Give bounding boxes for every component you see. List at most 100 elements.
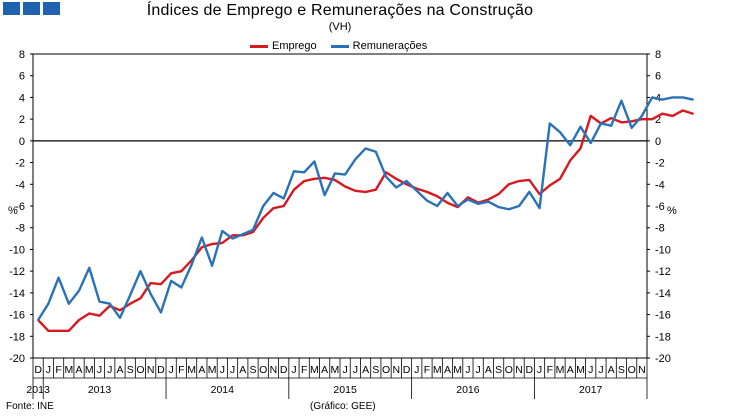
data-point-emprego [354, 189, 357, 192]
data-point-emprego [231, 234, 234, 237]
data-point-remuneracoes [426, 199, 428, 202]
month-label: M [453, 364, 462, 376]
data-point-emprego [569, 159, 572, 162]
month-label: J [537, 364, 542, 376]
month-label: S [250, 364, 257, 376]
data-point-remuneracoes [610, 124, 613, 127]
data-point-remuneracoes [323, 194, 326, 197]
data-point-remuneracoes [272, 192, 275, 194]
data-point-emprego [262, 217, 265, 219]
data-point-remuneracoes [47, 302, 50, 305]
data-point-emprego [671, 114, 674, 117]
data-point-emprego [303, 180, 306, 182]
data-point-emprego [426, 190, 428, 193]
data-point-emprego [98, 314, 101, 317]
month-label: M [187, 364, 196, 376]
data-point-emprego [681, 109, 684, 112]
y-tick-label-right: 0 [655, 136, 661, 148]
month-label: M [331, 364, 340, 376]
y-tick-label-left: -2 [15, 158, 25, 170]
month-label: M [576, 364, 585, 376]
legend-item-remuneracoes: Remunerações [330, 40, 428, 52]
data-point-remuneracoes [252, 228, 254, 231]
data-point-remuneracoes [395, 186, 398, 189]
month-label: A [76, 364, 83, 376]
data-point-emprego [200, 246, 203, 249]
year-label: 2013 [88, 384, 112, 396]
series-line-emprego [37, 109, 694, 333]
data-point-emprego [436, 195, 439, 198]
data-point-emprego [374, 188, 377, 191]
y-axis-label-right: % [667, 205, 677, 217]
month-label: S [372, 364, 379, 376]
data-point-emprego [252, 231, 254, 233]
data-point-remuneracoes [37, 319, 40, 321]
month-label: J [169, 364, 174, 376]
month-label: J [476, 364, 481, 376]
month-label: J [46, 364, 51, 376]
month-label: A [362, 364, 369, 376]
y-tick-label-left: -18 [9, 331, 25, 343]
month-label: S [495, 364, 502, 376]
data-point-remuneracoes [507, 208, 510, 211]
data-point-emprego [395, 177, 398, 180]
series-line-remuneracoes [37, 96, 694, 321]
y-tick-label-left: 2 [19, 114, 25, 126]
y-tick-label-right: -14 [655, 288, 671, 300]
data-point-emprego [630, 120, 633, 123]
data-point-remuneracoes [200, 236, 203, 239]
month-label: D [34, 364, 42, 376]
data-point-emprego [272, 207, 275, 210]
data-point-emprego [333, 179, 336, 181]
month-label: D [526, 364, 534, 376]
data-point-remuneracoes [538, 207, 541, 210]
data-point-remuneracoes [180, 286, 183, 289]
logo-block [23, 2, 40, 15]
data-point-remuneracoes [57, 276, 60, 279]
y-tick-label-right: 2 [655, 114, 661, 126]
data-point-emprego [589, 114, 592, 117]
data-point-remuneracoes [467, 198, 469, 201]
credit-note: (Gráfico: GEE) [310, 401, 376, 412]
chart-subtitle: (VH) [328, 21, 352, 33]
y-tick-label-right: -6 [655, 201, 665, 213]
data-point-remuneracoes [149, 293, 152, 295]
month-label: D [280, 364, 288, 376]
data-point-emprego [88, 312, 91, 315]
data-point-emprego [528, 179, 531, 181]
month-label: F [178, 364, 184, 376]
month-label: O [628, 364, 636, 376]
data-point-emprego [405, 183, 408, 186]
data-point-remuneracoes [671, 96, 674, 99]
month-label: F [301, 364, 307, 376]
data-point-remuneracoes [415, 189, 418, 192]
data-point-remuneracoes [67, 302, 70, 305]
data-point-emprego [548, 184, 551, 187]
data-point-remuneracoes [436, 205, 439, 207]
month-label: M [556, 364, 565, 376]
data-point-emprego [211, 243, 213, 245]
data-point-emprego [57, 329, 60, 332]
chart-title: Índices de Emprego e Remunerações na Con… [146, 2, 534, 19]
data-point-emprego [487, 198, 490, 201]
month-label: S [618, 364, 625, 376]
month-label: A [321, 364, 328, 376]
month-label: F [55, 364, 61, 376]
y-tick-label-left: 0 [19, 136, 25, 148]
data-point-remuneracoes [640, 114, 643, 117]
y-tick-label-right: -12 [655, 266, 671, 278]
source-note: Fonte: INE [6, 401, 54, 412]
data-point-remuneracoes [221, 230, 224, 232]
data-point-emprego [559, 177, 561, 180]
legend: Emprego Remunerações [250, 40, 441, 52]
year-label: 2015 [333, 384, 357, 396]
data-point-remuneracoes [88, 266, 91, 269]
month-label: J [598, 364, 603, 376]
y-tick-label-left: -20 [9, 353, 25, 365]
data-point-remuneracoes [108, 302, 111, 305]
legend-label-remuneracoes: Remunerações [352, 40, 428, 52]
data-point-emprego [180, 270, 183, 273]
month-label: N [147, 364, 155, 376]
data-point-emprego [293, 188, 295, 191]
data-point-emprego [579, 147, 582, 150]
